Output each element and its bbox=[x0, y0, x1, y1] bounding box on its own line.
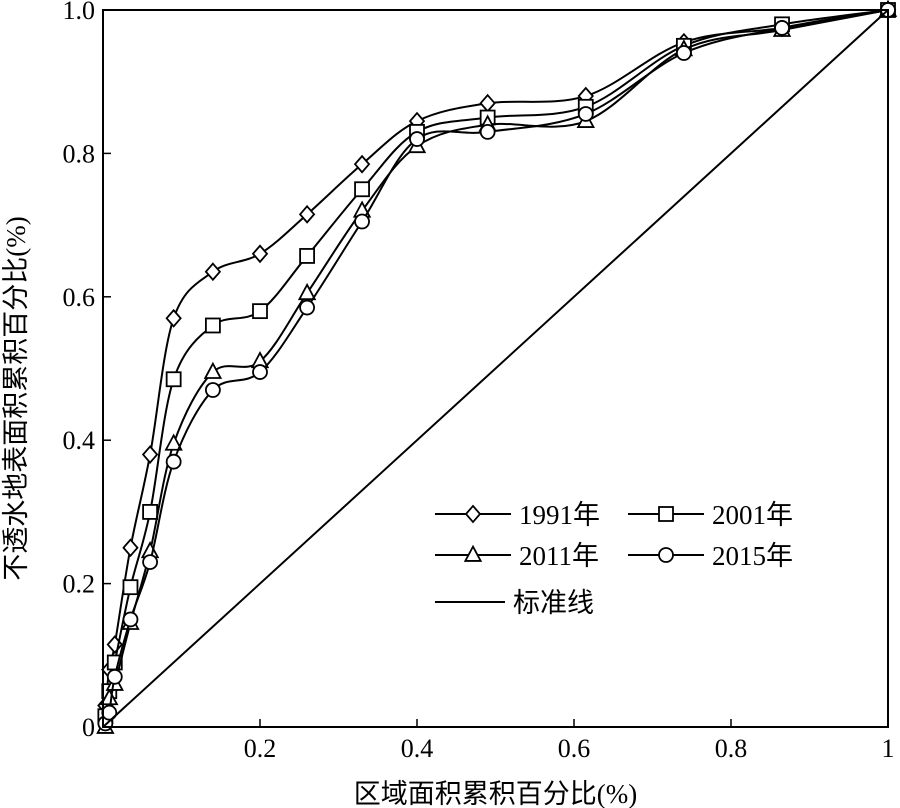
legend-triangle-marker bbox=[463, 544, 483, 562]
square-marker bbox=[299, 248, 316, 264]
axis-ticks: 0.2 0.4 0.6 0.8 1 0 0.2 0.4 0.6 0.8 1.0 bbox=[63, 0, 895, 763]
legend-item: 标准线 bbox=[435, 588, 594, 618]
legend-label: 1991年 bbox=[519, 500, 600, 530]
x-tick-label: 0.6 bbox=[558, 734, 591, 763]
triangle-marker bbox=[297, 282, 317, 301]
diamond-marker bbox=[251, 244, 269, 264]
plot-area bbox=[96, 0, 898, 734]
circle-marker bbox=[122, 611, 139, 628]
legend-item: 2001年 bbox=[628, 500, 793, 530]
legend-label: 标准线 bbox=[513, 588, 594, 618]
circle-marker bbox=[676, 45, 692, 61]
legend-diamond-marker bbox=[464, 504, 482, 524]
series-1 bbox=[97, 2, 896, 725]
circle-marker bbox=[354, 213, 370, 230]
y-tick-label: 0.6 bbox=[63, 283, 96, 312]
legend-square-marker bbox=[658, 506, 674, 522]
square-marker bbox=[252, 303, 268, 320]
circle-marker bbox=[252, 364, 268, 380]
circle-marker bbox=[409, 131, 425, 147]
y-tick-label: 0.2 bbox=[63, 570, 96, 599]
triangle-marker bbox=[164, 433, 183, 451]
circle-marker bbox=[479, 123, 496, 140]
x-tick-label: 0.2 bbox=[244, 734, 277, 763]
circle-marker bbox=[165, 453, 182, 470]
triangle-marker bbox=[203, 361, 223, 379]
series-line bbox=[104, 9, 889, 706]
square-marker bbox=[204, 317, 221, 334]
series-4 bbox=[102, 9, 889, 728]
y-tick-label: 0 bbox=[82, 713, 95, 742]
triangle-marker bbox=[100, 688, 119, 706]
series-3 bbox=[97, 2, 896, 732]
legend-item: 2011年 bbox=[435, 541, 599, 571]
circle-marker bbox=[299, 299, 316, 316]
legend-item: 2015年 bbox=[628, 541, 793, 571]
circle-marker bbox=[106, 668, 123, 685]
legend-label: 2001年 bbox=[712, 500, 793, 530]
x-tick-label: 1 bbox=[882, 734, 895, 763]
circle-marker bbox=[142, 554, 159, 570]
square-marker bbox=[122, 579, 139, 596]
square-marker bbox=[354, 181, 370, 198]
series-line bbox=[102, 9, 889, 728]
legend-item: 1991年 bbox=[435, 500, 600, 530]
x-axis-title: 区域面积累积百分比(%) bbox=[354, 779, 637, 808]
legend-circle-marker bbox=[658, 547, 674, 563]
diamond-marker bbox=[479, 93, 496, 113]
diamond-marker bbox=[165, 308, 182, 328]
series-0 bbox=[97, 0, 897, 715]
x-tick-label: 0.8 bbox=[715, 734, 748, 763]
y-axis-title: 不透水地表面积累积百分比(%) bbox=[1, 216, 31, 580]
x-tick-label: 0.4 bbox=[401, 734, 434, 763]
plot-frame bbox=[102, 9, 889, 728]
circle-marker bbox=[204, 382, 221, 398]
legend-label: 2015年 bbox=[712, 541, 793, 571]
diamond-marker bbox=[204, 262, 222, 282]
y-tick-label: 0.8 bbox=[63, 139, 96, 168]
diamond-marker bbox=[353, 154, 371, 174]
square-marker bbox=[142, 503, 159, 520]
diamond-marker bbox=[298, 204, 316, 224]
square-marker bbox=[165, 371, 182, 388]
y-tick-label: 1.0 bbox=[63, 0, 96, 25]
diamond-marker bbox=[141, 445, 159, 464]
circle-marker bbox=[774, 20, 790, 36]
circle-marker bbox=[577, 106, 594, 122]
legend-label: 2011年 bbox=[519, 541, 599, 571]
diamond-marker bbox=[122, 538, 139, 558]
y-tick-label: 0.4 bbox=[63, 426, 96, 455]
